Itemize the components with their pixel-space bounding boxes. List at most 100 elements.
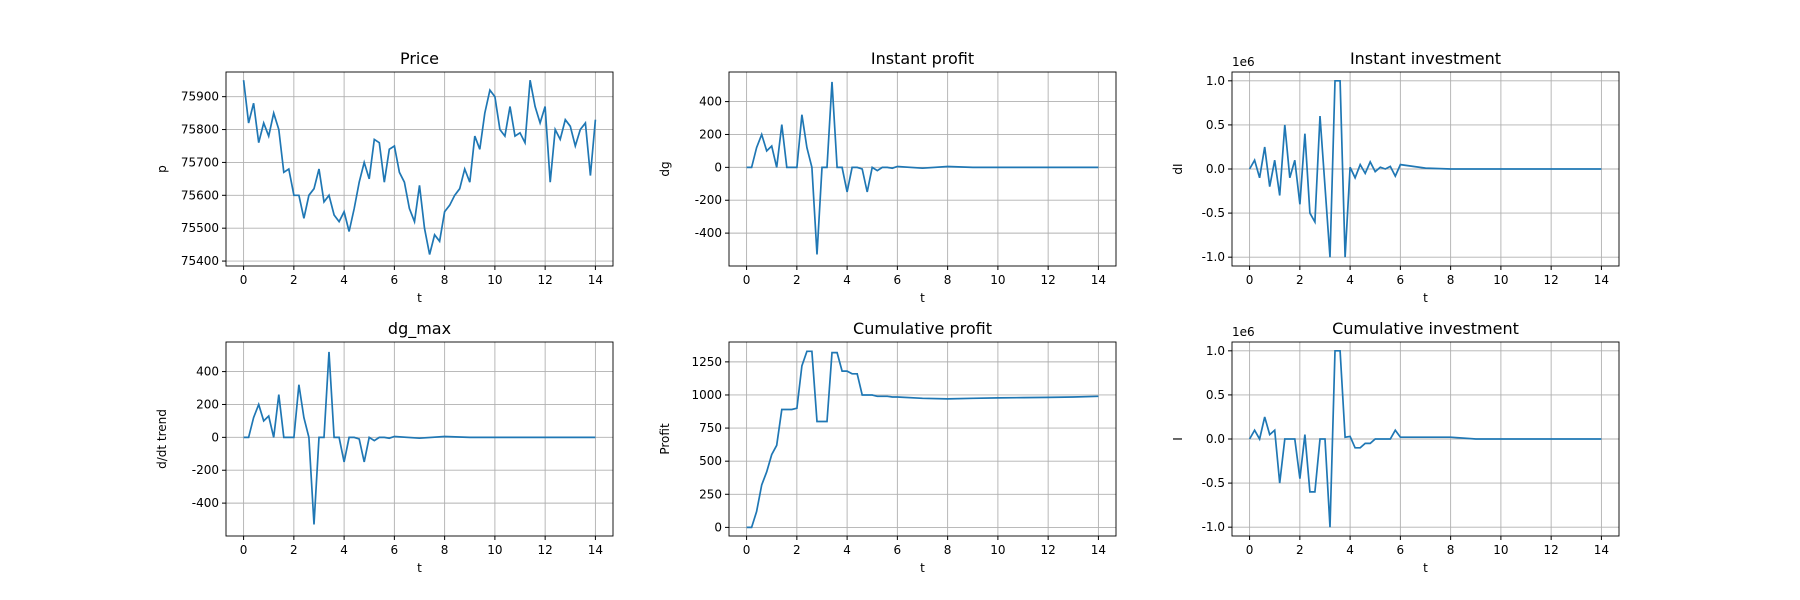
- line-series: [746, 350, 1099, 529]
- x-tick-label: 2: [793, 543, 801, 557]
- offset-label: 1e6: [1232, 55, 1255, 69]
- line-series: [1248, 79, 1602, 258]
- y-tick-label: 1.0: [1206, 74, 1225, 88]
- x-tick-label: 8: [441, 273, 449, 287]
- y-tick-label: 500: [699, 454, 722, 468]
- y-tick-label: 250: [699, 487, 722, 501]
- x-tick-label: 14: [588, 273, 603, 287]
- y-tick-label: 1.0: [1206, 344, 1225, 358]
- x-tick-label: 2: [1296, 543, 1304, 557]
- x-tick-label: 8: [1447, 543, 1455, 557]
- y-axis-label: dI: [1171, 163, 1185, 174]
- subplot-title: Price: [400, 49, 439, 68]
- y-tick-label: -0.5: [1202, 476, 1225, 490]
- x-tick-label: 8: [441, 543, 449, 557]
- x-axis-label: t: [1423, 291, 1428, 305]
- line-series: [243, 351, 596, 525]
- y-tick-label: 0.0: [1206, 162, 1225, 176]
- y-tick-label: 400: [699, 95, 722, 109]
- x-axis-label: t: [920, 291, 925, 305]
- x-axis-label: t: [1423, 561, 1428, 575]
- axes-frame: [728, 71, 1117, 267]
- x-tick-label: 8: [944, 273, 952, 287]
- x-tick-label: 6: [894, 273, 902, 287]
- x-tick-label: 12: [1544, 273, 1559, 287]
- x-tick-label: 12: [538, 543, 553, 557]
- x-tick-label: 4: [1346, 273, 1354, 287]
- x-tick-label: 2: [290, 543, 298, 557]
- y-tick-label: -200: [695, 193, 722, 207]
- subplot-title: Cumulative profit: [853, 319, 992, 338]
- y-tick-label: 0: [714, 520, 722, 534]
- line-series: [242, 80, 597, 255]
- y-tick-label: 400: [196, 365, 219, 379]
- x-tick-label: 14: [1091, 273, 1106, 287]
- x-tick-label: 12: [1041, 543, 1056, 557]
- x-tick-label: 4: [843, 273, 851, 287]
- x-tick-label: 2: [290, 273, 298, 287]
- y-tick-label: 0.0: [1206, 432, 1225, 446]
- x-tick-label: 4: [340, 543, 348, 557]
- x-axis-label: t: [920, 561, 925, 575]
- x-tick-label: 10: [1493, 273, 1508, 287]
- y-tick-label: -1.0: [1202, 250, 1225, 264]
- x-tick-label: 4: [843, 543, 851, 557]
- x-tick-label: 12: [538, 273, 553, 287]
- x-tick-label: 6: [1397, 543, 1405, 557]
- line-series: [1248, 349, 1602, 528]
- x-tick-label: 0: [743, 543, 751, 557]
- x-tick-label: 4: [1346, 543, 1354, 557]
- y-tick-label: 0.5: [1206, 118, 1225, 132]
- x-tick-label: 10: [990, 543, 1005, 557]
- y-axis-label: dg: [658, 161, 672, 176]
- x-axis-label: t: [417, 291, 422, 305]
- y-tick-label: -400: [192, 496, 219, 510]
- line-series: [746, 81, 1099, 255]
- y-tick-label: 200: [699, 127, 722, 141]
- axes-frame: [1231, 341, 1620, 537]
- y-axis-label: Profit: [658, 423, 672, 455]
- axes-frame: [225, 71, 614, 267]
- y-tick-label: -200: [192, 463, 219, 477]
- x-tick-label: 0: [240, 543, 248, 557]
- y-axis-label: d/dt trend: [155, 409, 169, 469]
- y-tick-label: 75600: [181, 188, 219, 202]
- y-tick-label: 75500: [181, 221, 219, 235]
- y-tick-label: 0.5: [1206, 388, 1225, 402]
- x-tick-label: 6: [391, 273, 399, 287]
- x-axis-label: t: [417, 561, 422, 575]
- y-tick-label: -1.0: [1202, 520, 1225, 534]
- x-tick-label: 0: [743, 273, 751, 287]
- y-tick-label: 1000: [691, 388, 722, 402]
- x-tick-label: 4: [340, 273, 348, 287]
- y-tick-label: 75700: [181, 155, 219, 169]
- x-tick-label: 10: [487, 543, 502, 557]
- x-tick-label: 2: [793, 273, 801, 287]
- x-tick-label: 0: [1246, 543, 1254, 557]
- y-tick-label: 0: [714, 160, 722, 174]
- x-tick-label: 10: [487, 273, 502, 287]
- y-axis-label: I: [1171, 437, 1185, 441]
- y-tick-label: 75400: [181, 254, 219, 268]
- x-tick-label: 14: [1594, 543, 1609, 557]
- subplot-title: Cumulative investment: [1332, 319, 1519, 338]
- x-tick-label: 8: [944, 543, 952, 557]
- subplot-title: dg_max: [388, 319, 451, 339]
- x-tick-label: 0: [240, 273, 248, 287]
- y-tick-label: -0.5: [1202, 206, 1225, 220]
- y-tick-label: 75900: [181, 90, 219, 104]
- x-tick-label: 14: [1091, 543, 1106, 557]
- offset-label: 1e6: [1232, 325, 1255, 339]
- axes-frame: [1231, 71, 1620, 267]
- x-tick-label: 8: [1447, 273, 1455, 287]
- y-tick-label: -400: [695, 226, 722, 240]
- x-tick-label: 6: [1397, 273, 1405, 287]
- x-tick-label: 6: [894, 543, 902, 557]
- axes-frame: [225, 341, 614, 537]
- subplot-title: Instant investment: [1350, 49, 1501, 68]
- x-tick-label: 12: [1041, 273, 1056, 287]
- y-tick-label: 200: [196, 397, 219, 411]
- x-tick-label: 2: [1296, 273, 1304, 287]
- y-tick-label: 75800: [181, 123, 219, 137]
- y-tick-label: 1250: [691, 355, 722, 369]
